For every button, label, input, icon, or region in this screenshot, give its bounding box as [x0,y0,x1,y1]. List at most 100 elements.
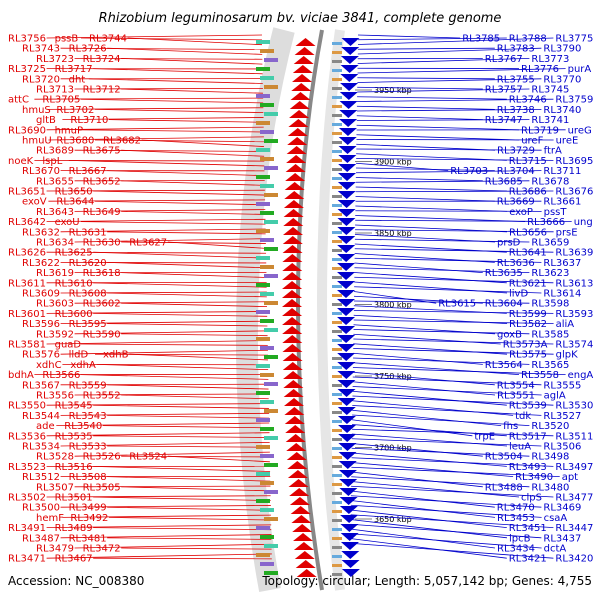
gene-label-right: RL3741 [531,115,569,126]
leader-line [48,136,264,141]
gene-label-right: RL3686 [509,187,547,198]
gene-label-right: RL3695 [555,156,593,167]
leader-line [74,301,268,304]
gene-label-left: RL3619 [36,268,74,279]
forward-gene-arrow [288,119,309,127]
leader-line [357,34,461,39]
leader-line [357,37,554,45]
gene-label-left: RL3543 [69,411,107,422]
gene-label-left: xdhA [70,360,96,371]
forward-gene-arrow [294,47,315,55]
gene-label-left: RL3667 [69,166,107,177]
gene-label-left: RL3602 [83,299,121,310]
reverse-gene-arrow [337,281,356,289]
leader-line [352,371,495,386]
leader-line [93,313,268,317]
feature-block [332,555,342,558]
forward-gene-arrow [282,362,303,370]
gene-label-right: RL3747 [485,115,523,126]
leader-line [46,251,267,254]
leader-line [93,68,263,75]
feature-block [260,454,274,458]
leader-line [357,58,530,64]
feature-block [332,528,342,531]
feature-block [256,94,270,98]
forward-gene-arrow [283,389,304,397]
gene-label-right: RL3517 [509,431,547,442]
reverse-gene-arrow [337,353,356,361]
gene-label-left: RL3499 [69,503,107,514]
reverse-gene-arrow [339,497,358,505]
gene-label-right: RL3614 [543,289,581,300]
gene-label-right: RL3785 [462,34,500,45]
feature-block [332,474,342,477]
gene-label-right: RL3641 [509,248,547,259]
gene-label-left: RL3507 [36,482,74,493]
feature-block [332,537,342,540]
forward-gene-arrow [282,353,303,361]
feature-block [256,283,270,287]
gene-label-left: RL3552 [83,391,121,402]
gene-label-left: RL3492 [70,513,108,524]
gene-label-left: RL3610 [55,278,93,289]
reverse-gene-arrow [338,173,357,181]
leader-line [46,432,270,437]
kbp-tick-label: 3950 kbp [374,86,412,95]
feature-block [260,49,274,53]
reverse-gene-arrow [337,344,356,352]
leader-line [167,241,266,249]
reverse-gene-arrow [337,209,356,217]
leader-line [353,310,554,314]
leader-line [355,196,495,202]
gene-label-right: RL3783 [497,44,535,55]
leader-line [46,34,263,39]
gene-label-left: RL3601 [8,309,46,320]
leader-line [46,218,266,222]
gene-label-right: RL3637 [543,258,581,269]
leader-line [80,129,264,133]
gene-label-right: RL3573A [503,340,548,351]
forward-gene-arrow [289,101,310,109]
leader-line [353,324,496,335]
feature-block [264,382,278,386]
gene-label-right: RL3757 [485,85,523,96]
feature-block [256,40,270,44]
forward-gene-arrow [282,281,303,289]
leader-line [352,400,514,416]
gene-label-right: RL3613 [555,278,593,289]
gene-label-left: RL3756 [8,34,46,45]
leader-line [121,547,272,550]
forward-gene-arrow [296,569,317,577]
gene-arrows [256,38,360,577]
leader-line [46,403,269,406]
feature-block [264,409,278,413]
reverse-gene-arrow [337,335,356,343]
leader-line [350,533,542,549]
leader-line [354,272,507,284]
gene-label-right: RL3715 [509,156,547,167]
reverse-gene-arrow [337,308,356,316]
leader-line [60,505,271,508]
gene-label-right: RL3555 [543,380,581,391]
feature-block [332,276,342,279]
forward-gene-arrow [283,209,304,217]
leader-line [93,251,267,259]
gene-label-left: exoV [22,197,47,208]
gene-label-right: RL3520 [531,421,569,432]
leader-line [357,98,554,102]
forward-gene-arrow [284,191,305,199]
feature-block [332,321,342,324]
gene-label-right: RL3740 [543,105,581,116]
leader-line [355,190,554,193]
leader-line [351,481,520,498]
forward-gene-arrow [282,335,303,343]
gene-label-left: RL3634 [36,238,74,249]
forward-gene-arrow [282,299,303,307]
leader-line [62,117,264,120]
feature-block [256,310,270,314]
forward-gene-arrow [286,146,307,154]
gene-label-left: RL3535 [55,431,93,442]
leader-line [357,77,495,80]
gene-label-right: RL3604 [485,299,523,310]
feature-block [256,67,270,71]
